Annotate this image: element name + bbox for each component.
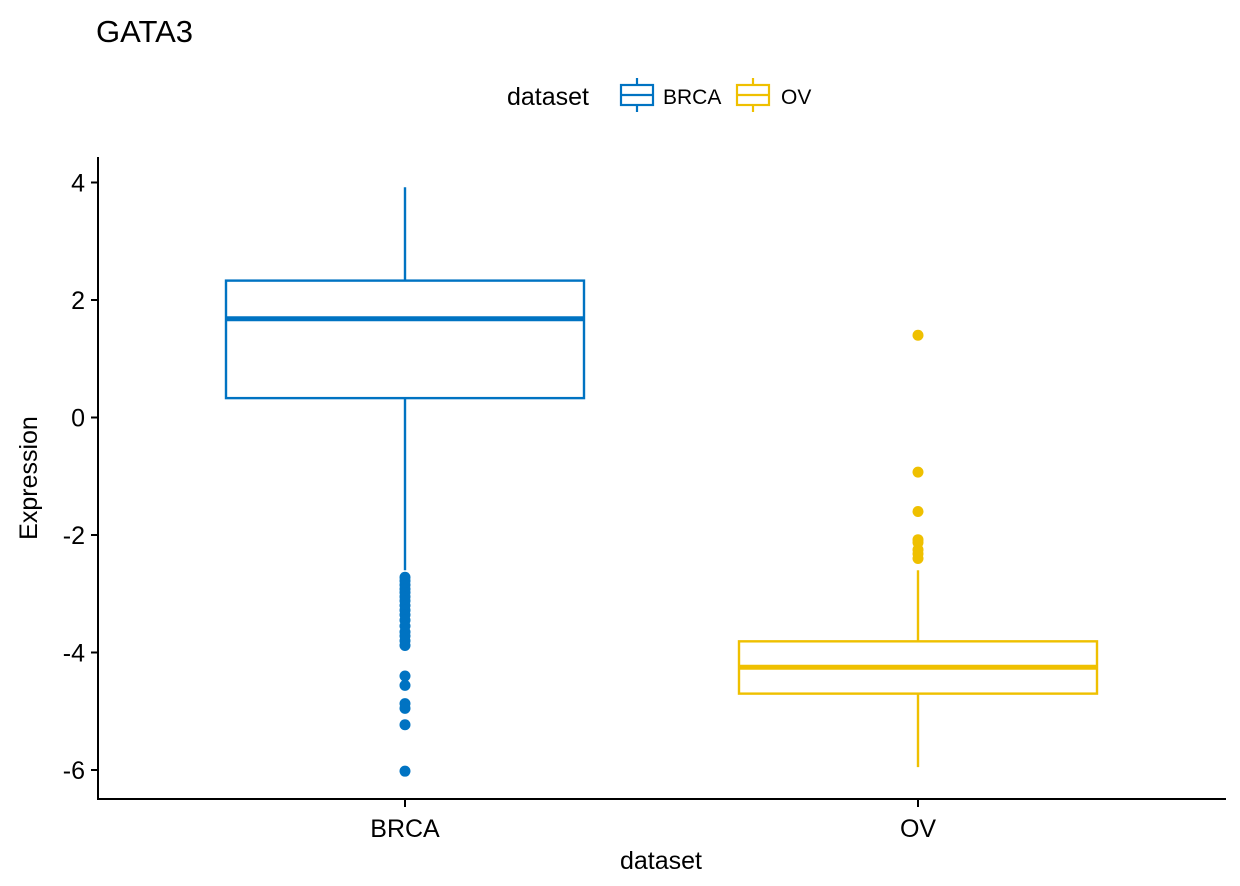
y-tick-label: -2 — [63, 522, 85, 550]
outlier-point-ov — [912, 329, 924, 341]
y-tick-label: -6 — [63, 757, 85, 785]
legend: dataset BRCA OV — [507, 78, 811, 112]
y-tick-label: 0 — [71, 405, 85, 433]
legend-label-brca: BRCA — [663, 86, 721, 109]
y-tick-label: 2 — [71, 287, 85, 315]
outlier-point-brca — [399, 765, 411, 777]
legend-label-ov: OV — [781, 86, 811, 109]
axes — [97, 157, 1226, 800]
y-tick-label: 4 — [71, 170, 85, 198]
outlier-point-ov — [912, 553, 924, 564]
y-tick-label: -4 — [63, 640, 85, 668]
legend-title: dataset — [507, 83, 589, 111]
outlier-point-ov — [912, 506, 924, 517]
x-tick-label-brca: BRCA — [370, 815, 440, 843]
outlier-point-brca — [399, 702, 411, 714]
box-ov — [737, 570, 1099, 768]
x-tick-label-ov: OV — [900, 815, 936, 843]
box-brca — [224, 187, 586, 571]
outlier-point-brca — [399, 679, 411, 691]
chart-title: GATA3 — [96, 14, 193, 49]
outlier-point-brca — [399, 670, 411, 682]
y-axis-label: Expression — [15, 416, 43, 540]
legend-key-ov — [735, 78, 771, 112]
x-axis-label: dataset — [620, 847, 702, 875]
outlier-point-ov — [912, 466, 924, 478]
legend-key-brca — [619, 78, 655, 112]
outlier-point-brca — [399, 639, 411, 651]
box-iqr — [224, 279, 586, 400]
legend-item-brca: BRCA — [619, 78, 721, 112]
outlier-point-brca — [399, 719, 411, 731]
legend-item-ov: OV — [735, 78, 811, 112]
